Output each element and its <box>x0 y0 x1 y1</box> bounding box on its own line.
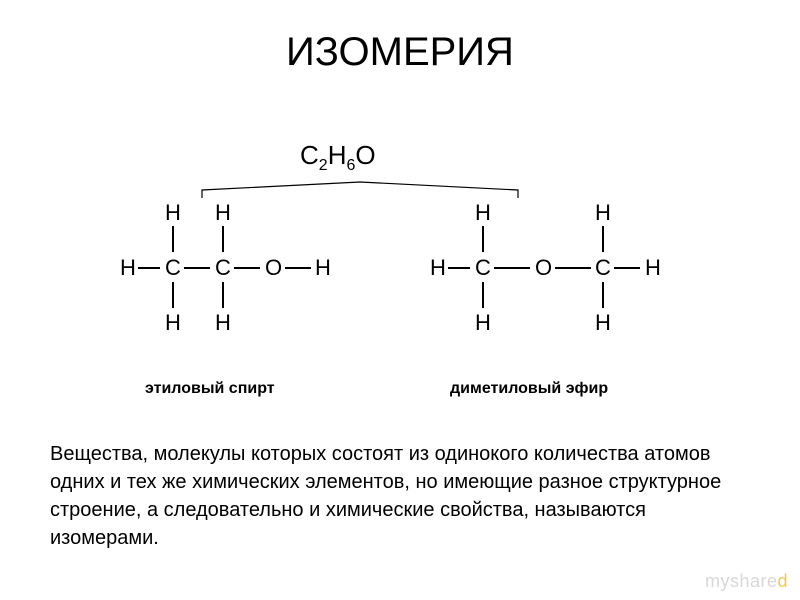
bond <box>172 282 174 308</box>
bond <box>172 226 174 252</box>
caption-ethanol: этиловый спирт <box>145 380 275 398</box>
bond <box>138 267 160 269</box>
bond <box>184 267 210 269</box>
atom-o: O <box>265 257 282 279</box>
caption-dimethyl-ether: диметиловый эфир <box>450 380 608 398</box>
watermark: myshared <box>705 571 788 592</box>
atom-h: H <box>595 202 611 224</box>
atom-h: H <box>315 257 331 279</box>
atom-h: H <box>120 257 136 279</box>
diagram-area: C2H6O HHHCCOHHH HHHCOCHHH этиловый спирт… <box>0 140 800 420</box>
watermark-accent: d <box>777 571 788 591</box>
atom-h: H <box>430 257 446 279</box>
atom-c: C <box>165 257 181 279</box>
atom-h: H <box>475 312 491 334</box>
bond <box>482 282 484 308</box>
molecular-formula: C2H6O <box>300 140 376 175</box>
bond <box>285 267 311 269</box>
watermark-text: myshare <box>705 571 778 591</box>
sub-c: 2 <box>319 157 328 174</box>
bond <box>602 282 604 308</box>
atom-h: H <box>475 202 491 224</box>
bond <box>222 226 224 252</box>
atom-c: C <box>300 140 319 170</box>
atom-h: H <box>215 202 231 224</box>
atom-c: C <box>595 257 611 279</box>
bond <box>614 267 640 269</box>
bond <box>555 267 591 269</box>
bond <box>482 226 484 252</box>
atom-o: O <box>355 140 375 170</box>
bond <box>234 267 260 269</box>
atom-h: H <box>165 312 181 334</box>
atom-h: H <box>328 140 347 170</box>
atom-o: O <box>535 257 552 279</box>
atom-c: C <box>475 257 491 279</box>
bond <box>602 226 604 252</box>
atom-h: H <box>645 257 661 279</box>
atom-h: H <box>595 312 611 334</box>
atom-h: H <box>215 312 231 334</box>
bond <box>222 282 224 308</box>
bond <box>448 267 470 269</box>
page-title: ИЗОМЕРИЯ <box>0 30 800 75</box>
atom-c: C <box>215 257 231 279</box>
bond <box>494 267 530 269</box>
definition-text: Вещества, молекулы которых состоят из од… <box>50 440 750 552</box>
atom-h: H <box>165 202 181 224</box>
branch-bracket <box>200 178 520 200</box>
